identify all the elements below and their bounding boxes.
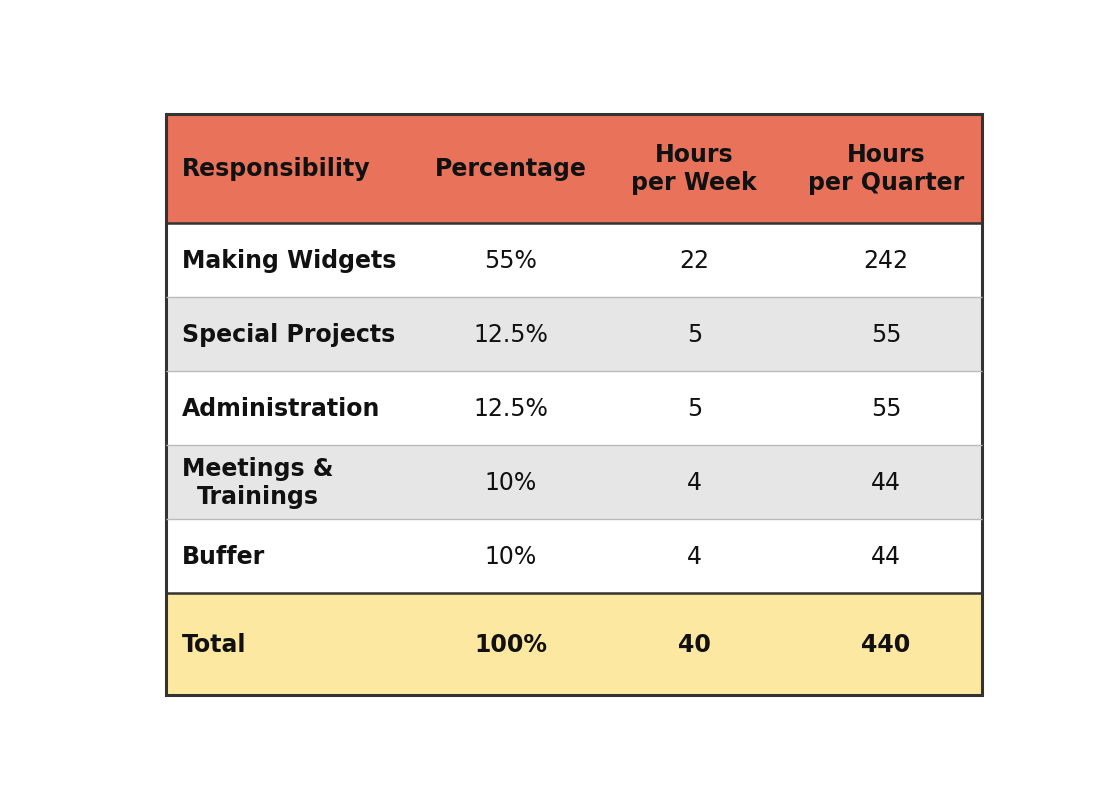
Text: 242: 242 [864, 249, 908, 273]
Text: 5: 5 [687, 396, 702, 420]
Bar [423, 115, 598, 224]
Text: Responsibility: Responsibility [181, 157, 371, 181]
Bar [166, 115, 423, 224]
Text: 55: 55 [871, 322, 902, 346]
Text: 22: 22 [680, 249, 709, 273]
Bar [166, 445, 982, 519]
Text: 44: 44 [871, 470, 902, 494]
Text: 55: 55 [871, 396, 902, 420]
Bar [598, 115, 791, 224]
Text: Hours
per Quarter: Hours per Quarter [808, 144, 964, 195]
Text: Total: Total [181, 632, 246, 656]
Text: 40: 40 [678, 632, 711, 656]
Text: Meetings &
Trainings: Meetings & Trainings [181, 456, 333, 508]
Text: 10%: 10% [485, 544, 536, 568]
Text: 4: 4 [687, 470, 702, 494]
Text: 55%: 55% [484, 249, 538, 273]
Text: 12.5%: 12.5% [474, 322, 548, 346]
Bar [166, 593, 982, 695]
Bar [166, 519, 982, 593]
Bar [791, 115, 982, 224]
Text: Buffer: Buffer [181, 544, 265, 568]
Text: Administration: Administration [181, 396, 380, 420]
Bar [166, 298, 982, 371]
Text: 440: 440 [861, 632, 911, 656]
Text: 10%: 10% [485, 470, 536, 494]
Text: Making Widgets: Making Widgets [181, 249, 396, 273]
Text: Percentage: Percentage [435, 157, 587, 181]
Bar [166, 224, 982, 298]
Bar [166, 371, 982, 445]
Text: Hours
per Week: Hours per Week [632, 144, 757, 195]
Text: 100%: 100% [474, 632, 548, 656]
Text: 12.5%: 12.5% [474, 396, 548, 420]
Text: Special Projects: Special Projects [181, 322, 395, 346]
Text: 4: 4 [687, 544, 702, 568]
Text: 44: 44 [871, 544, 902, 568]
Text: 5: 5 [687, 322, 702, 346]
